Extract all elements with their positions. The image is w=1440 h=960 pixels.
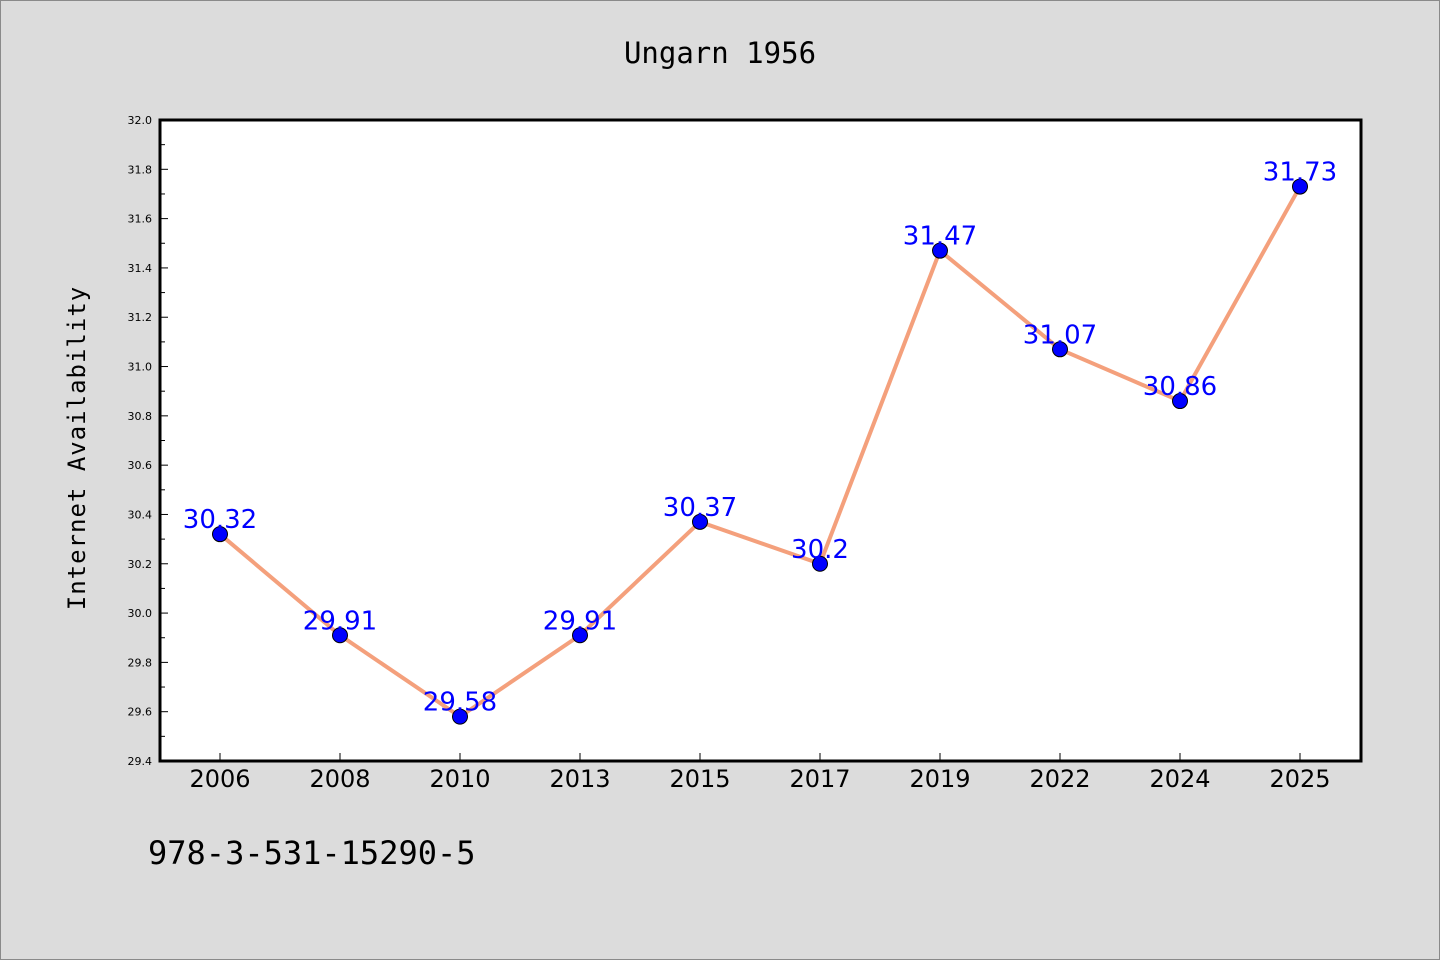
series-layer: 30.32 29.91 29.58 29.91 30.37 30.2 31.47 31.07 3… xyxy=(183,158,1337,725)
y-tick-label: 32.0 xyxy=(128,114,153,127)
x-tick-label: 2019 xyxy=(909,765,970,793)
data-point xyxy=(452,708,468,725)
y-tick-label: 30.6 xyxy=(128,459,153,472)
y-tick-label: 30.8 xyxy=(128,410,153,423)
y-tick-label: 31.0 xyxy=(128,361,153,374)
x-tick-label: 2010 xyxy=(429,765,490,793)
data-point xyxy=(1292,178,1308,195)
data-point xyxy=(212,526,228,543)
y-tick-label: 31.2 xyxy=(128,311,153,324)
y-tick-label: 31.4 xyxy=(128,262,153,275)
x-tick-label: 2013 xyxy=(549,765,610,793)
chart-title: Ungarn 1956 xyxy=(624,36,816,70)
data-label: 30.37 xyxy=(663,493,737,523)
y-tick-label: 30.0 xyxy=(128,607,153,620)
y-tick-label: 29.4 xyxy=(128,755,153,768)
data-point xyxy=(692,513,708,530)
y-axis-label: Internet Availability xyxy=(63,286,91,610)
data-point xyxy=(332,627,348,644)
data-label: 30.86 xyxy=(1143,372,1217,402)
data-label: 29.58 xyxy=(423,688,497,718)
data-point xyxy=(812,555,828,572)
data-point xyxy=(932,242,948,259)
x-tick-label: 2006 xyxy=(189,765,250,793)
y-tick-label: 29.8 xyxy=(128,656,153,669)
y-tick-label: 29.6 xyxy=(128,706,153,719)
plot-area xyxy=(160,120,1361,761)
data-point xyxy=(1172,393,1188,410)
x-tick-label: 2017 xyxy=(789,765,850,793)
x-tick-label: 2025 xyxy=(1269,765,1330,793)
data-label: 30.32 xyxy=(183,505,257,535)
x-tick-label: 2024 xyxy=(1149,765,1210,793)
y-tick-label: 30.4 xyxy=(128,508,153,521)
data-label: 31.73 xyxy=(1263,158,1337,188)
footer-isbn: 978-3-531-15290-5 xyxy=(148,834,476,872)
x-tick-label: 2022 xyxy=(1029,765,1090,793)
series-line xyxy=(218,185,1302,719)
x-tick-label: 2008 xyxy=(309,765,370,793)
data-label: 29.91 xyxy=(543,606,617,636)
data-label: 30.2 xyxy=(791,535,849,565)
data-label: 31.07 xyxy=(1023,320,1097,350)
x-tick-label: 2015 xyxy=(669,765,730,793)
y-tick-label: 31.8 xyxy=(128,163,153,176)
data-point xyxy=(572,627,588,644)
y-axis-ticks: 29.4 29.6 29.8 30.0 30.2 30.4 30.6 30.8 31.0 31.2… xyxy=(128,114,168,768)
plot-border xyxy=(158,118,1363,763)
y-tick-label: 30.2 xyxy=(128,558,153,571)
data-label: 31.47 xyxy=(903,222,977,252)
data-label: 29.91 xyxy=(303,606,377,636)
y-tick-label: 31.6 xyxy=(128,213,153,226)
x-axis-ticks: 2006 2008 2010 2013 2015 2017 2019 2022 2024 2025 xyxy=(189,753,1331,793)
data-point xyxy=(1052,341,1068,358)
